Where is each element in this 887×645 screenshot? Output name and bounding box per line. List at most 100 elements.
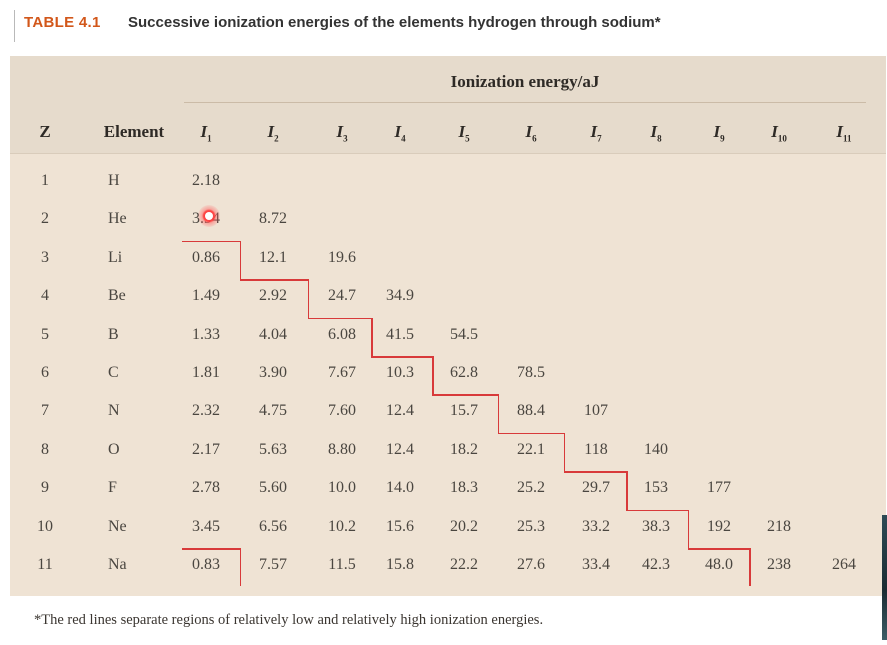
table-caption-text: Successive ionization energies of the el… [128,14,661,31]
row-element: F [108,479,117,497]
separator-line-vertical [307,279,310,318]
edge-image-strip [882,515,887,640]
row-z: 5 [41,325,49,343]
row-element: Be [108,287,126,305]
ionization-value: 33.2 [582,517,610,535]
row-z: 3 [41,248,49,266]
row-z: 10 [37,517,53,535]
ionization-value: 5.63 [259,440,287,458]
ionization-value: 12.4 [386,440,414,458]
column-header-z: Z [39,122,51,141]
ionization-value: 20.2 [450,517,478,535]
ionization-value: 7.57 [259,556,287,573]
ionization-value: 1.49 [192,287,220,305]
separator-line-vertical [626,471,628,510]
header-symbol: I [525,122,533,141]
ionization-value: 41.5 [386,325,414,343]
header-symbol: I [267,122,275,141]
ionization-value: 14.0 [386,479,414,497]
header-subscript: 6 [532,133,537,144]
ionization-value: 12.4 [386,402,414,420]
ionization-value: 2.17 [192,440,220,458]
separator-line-vertical [563,432,566,472]
ionization-value: 54.5 [450,325,478,343]
ionization-value: 15.8 [386,556,414,573]
ionization-value: 7.67 [328,364,356,381]
row-z: 8 [41,440,49,458]
ionization-value: 27.6 [517,556,545,573]
ionization-value: 1.81 [192,364,220,381]
header-subscript: 8 [657,133,662,144]
separator-line-horizontal [497,432,564,435]
ionization-value: 29.7 [582,479,610,497]
ionization-value: 22.1 [517,440,545,458]
separator-line-horizontal [687,548,749,550]
row-z: 1 [41,172,49,189]
ionization-value: 0.86 [192,248,220,266]
column-header-i6: I6 [525,122,536,143]
header-subscript: 1 [207,133,212,144]
caption-rule [14,10,15,42]
ionization-value: 107 [584,402,608,420]
header-symbol: I [336,122,344,141]
table-number-label: TABLE 4.1 [24,14,101,31]
column-header-i3: I3 [336,122,347,143]
row-element: H [108,172,120,189]
column-header-element: Element [103,122,165,141]
column-header-i5: I5 [458,122,469,143]
ionization-value: 8.80 [328,440,356,458]
group-header: Ionization energy/aJ [450,72,600,91]
column-header-i9: I9 [713,122,724,143]
ionization-value: 12.1 [259,248,287,266]
header-symbol: I [590,122,598,141]
ionization-value: 3.45 [192,517,220,535]
ionization-value: 11.5 [328,556,356,573]
header-symbol: I [394,122,402,141]
ionization-value: 15.6 [386,517,414,535]
column-header-i10: I10 [771,122,787,143]
row-element: B [108,325,119,343]
ionization-value: 153 [644,479,668,497]
ionization-value: 238 [767,556,791,573]
column-header-i4: I4 [394,122,405,143]
separator-line-horizontal [563,471,626,473]
table-header-band [10,56,886,154]
ionization-value: 38.3 [642,517,670,535]
column-header-i2: I2 [267,122,278,143]
row-z: 2 [41,210,49,228]
column-header-i8: I8 [650,122,661,143]
row-z: 9 [41,479,49,497]
header-subscript: 9 [720,133,725,144]
row-element: Ne [108,517,127,535]
ionization-value: 48.0 [705,556,733,573]
header-subscript: 10 [777,133,787,144]
ionization-value: 1.33 [192,325,220,343]
separator-line-horizontal [307,317,371,320]
separator-line-vertical [371,317,373,356]
header-subscript: 4 [401,133,406,144]
separator-line-vertical [749,548,751,587]
ionization-value: 42.3 [642,556,670,573]
separator-line-horizontal [432,394,498,396]
ionization-value: 34.9 [386,287,414,305]
header-symbol: I [771,122,778,141]
ionization-value: 24.7 [328,287,356,305]
ionization-value: 2.78 [192,479,220,497]
ionization-value: 62.8 [450,364,478,381]
row-z: 11 [37,556,53,573]
group-header-underline [184,102,866,103]
ionization-value: 25.2 [517,479,545,497]
header-symbol: I [458,122,466,141]
separator-line-horizontal [239,279,308,281]
separator-line-horizontal [626,509,688,512]
header-subscript: 3 [343,133,348,144]
separator-line-vertical [497,394,500,433]
ionization-value: 10.2 [328,517,356,535]
header-symbol: I [200,122,208,141]
row-element: O [108,440,120,458]
separator-line-vertical [687,509,690,548]
header-subscript: 7 [597,133,602,144]
ionization-value: 33.4 [582,556,610,573]
ionization-value: 2.92 [259,287,287,305]
ionization-value: 25.3 [517,517,545,535]
